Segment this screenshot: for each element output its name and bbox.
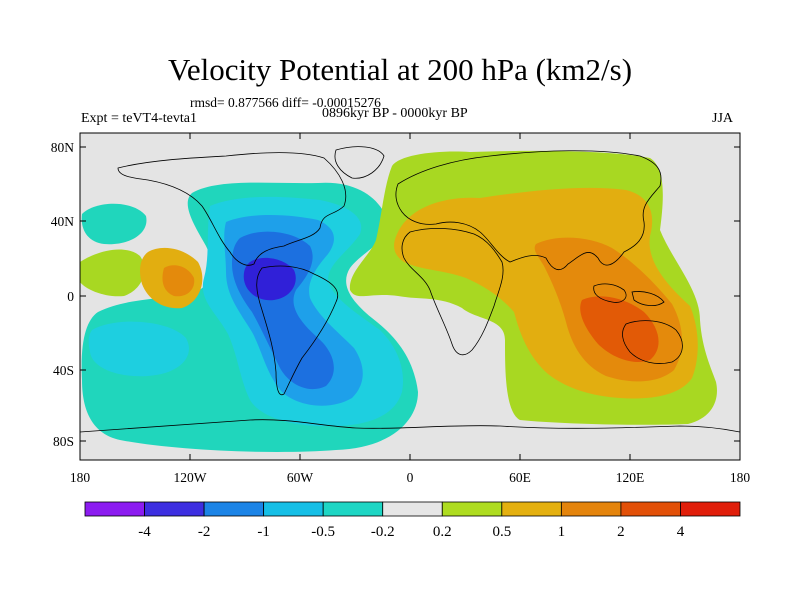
x-axis: 180 120W 60W 0 60E 120E 180 bbox=[70, 133, 751, 485]
x-tick-label: 120E bbox=[616, 470, 645, 485]
colorbar-swatch bbox=[680, 501, 741, 517]
colorbar-swatch bbox=[203, 501, 265, 517]
coastline-eurasia bbox=[395, 150, 662, 271]
map-title: Velocity Potential at 200 hPa (km2/s) bbox=[167, 52, 633, 87]
contour-neg-level1-pacific bbox=[81, 203, 147, 245]
period-label: 0896kyr BP - 0000kyr BP bbox=[322, 106, 468, 121]
rmsd-diff-stats: rmsd= 0.877566 diff= -0.00015276 bbox=[190, 95, 381, 110]
colorbar-swatch bbox=[322, 501, 384, 517]
contour-neg-level2-south-pacific bbox=[88, 321, 189, 377]
colorbar-label: -4 bbox=[138, 524, 151, 540]
x-tick-label: 60W bbox=[287, 470, 314, 485]
colorbar-swatch bbox=[263, 501, 324, 517]
coastline-australia bbox=[622, 320, 683, 364]
colorbar-label: -1 bbox=[257, 524, 270, 540]
colorbar-label: 2 bbox=[617, 524, 625, 540]
coastline-antarctica bbox=[80, 419, 740, 433]
contour-pos-level4-maximum bbox=[580, 296, 659, 363]
coastline-north-america bbox=[117, 152, 347, 266]
season-label: JJA bbox=[712, 111, 734, 126]
y-tick-label: 80N bbox=[51, 140, 75, 155]
colorbar-label: 4 bbox=[677, 524, 685, 540]
experiment-label: Expt = teVT4-tevta1 bbox=[81, 111, 197, 126]
coastline-maritime-continent bbox=[593, 283, 665, 306]
coastlines bbox=[80, 146, 740, 433]
contour-pos-level1-nw-pacific bbox=[80, 249, 145, 297]
colorbar-swatch bbox=[382, 501, 443, 517]
colorbar: -4 -2 -1 -0.5 -0.2 0.2 0.5 1 2 4 bbox=[84, 501, 741, 540]
colorbar-label: -0.2 bbox=[371, 524, 395, 540]
colorbar-label: 0.2 bbox=[433, 524, 452, 540]
colorbar-swatch bbox=[84, 501, 145, 517]
x-tick-label: 120W bbox=[174, 470, 207, 485]
x-tick-label: 0 bbox=[407, 470, 414, 485]
colorbar-swatch bbox=[620, 501, 681, 517]
x-tick-label: 180 bbox=[70, 470, 91, 485]
contour-field bbox=[80, 133, 740, 460]
coastline-africa bbox=[401, 227, 504, 356]
colorbar-swatch bbox=[441, 501, 503, 517]
contour-pos-level3-pacific bbox=[162, 265, 195, 297]
y-tick-label: 40S bbox=[53, 363, 74, 378]
colorbar-swatch bbox=[501, 501, 562, 517]
colorbar-swatch bbox=[144, 501, 205, 517]
y-tick-label: 40N bbox=[51, 214, 75, 229]
colorbar-label: -2 bbox=[198, 524, 211, 540]
coastline-greenland bbox=[334, 146, 385, 179]
colorbar-label: -0.5 bbox=[311, 524, 335, 540]
y-tick-label: 0 bbox=[67, 289, 74, 304]
colorbar-label: 0.5 bbox=[492, 524, 511, 540]
colorbar-swatch bbox=[560, 501, 622, 517]
y-tick-label: 80S bbox=[53, 434, 74, 449]
coastline-south-america bbox=[256, 265, 339, 396]
x-tick-label: 180 bbox=[730, 470, 751, 485]
x-tick-label: 60E bbox=[509, 470, 531, 485]
y-axis: 80N 40N 0 40S 80S bbox=[51, 140, 740, 449]
colorbar-label: 1 bbox=[558, 524, 566, 540]
